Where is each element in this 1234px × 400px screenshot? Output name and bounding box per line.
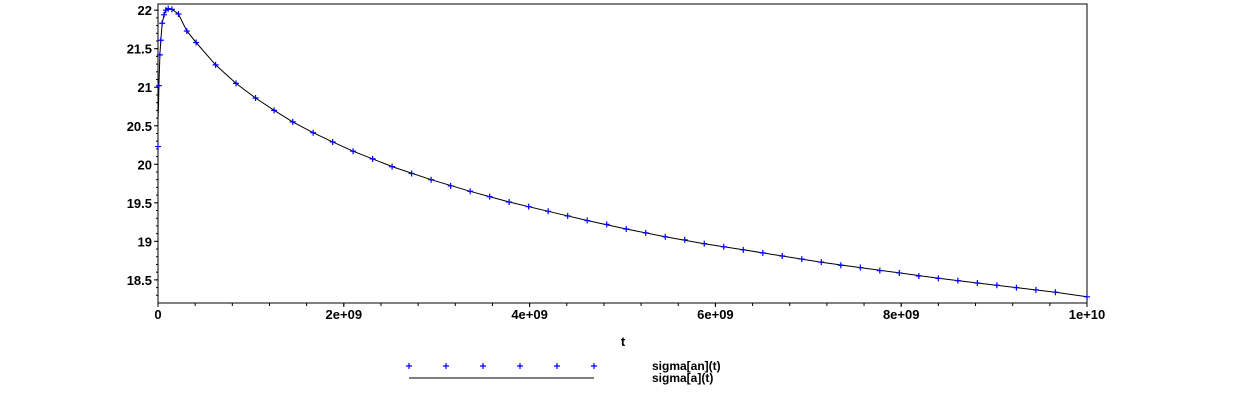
data-point-marker bbox=[168, 6, 175, 13]
data-point-marker bbox=[161, 11, 168, 18]
data-point-marker bbox=[447, 182, 454, 189]
y-tick-label: 19.5 bbox=[127, 196, 152, 211]
data-point-marker bbox=[954, 277, 961, 284]
data-point-marker bbox=[876, 267, 883, 274]
data-point-marker bbox=[157, 37, 164, 44]
data-point-marker bbox=[350, 148, 357, 155]
data-point-marker bbox=[212, 61, 219, 68]
data-point-marker bbox=[662, 233, 669, 240]
data-point-marker bbox=[486, 193, 493, 200]
x-tick-label: 6e+09 bbox=[697, 307, 734, 322]
data-point-marker bbox=[740, 246, 747, 253]
data-point-marker bbox=[428, 176, 435, 183]
data-point-marker bbox=[517, 363, 523, 369]
x-axis: 0 2e+09 4e+09 6e+09 8e+09 1e+10 bbox=[154, 303, 1105, 322]
data-point-marker bbox=[193, 39, 200, 46]
legend-label-sigma-a: sigma[a](t) bbox=[652, 371, 713, 385]
data-point-marker bbox=[720, 243, 727, 250]
data-point-marker bbox=[564, 212, 571, 219]
plot-area bbox=[157, 3, 1088, 304]
legend: sigma[an](t) sigma[a](t) bbox=[406, 359, 721, 385]
data-point-marker bbox=[603, 221, 610, 228]
x-tick-label: 1e+10 bbox=[1069, 307, 1106, 322]
data-point-marker bbox=[993, 282, 1000, 289]
data-point-marker bbox=[233, 80, 240, 87]
data-point-marker bbox=[525, 203, 532, 210]
data-point-marker bbox=[779, 252, 786, 259]
data-point-marker bbox=[798, 256, 805, 263]
data-point-marker bbox=[974, 279, 981, 286]
y-tick-label: 21.5 bbox=[127, 42, 152, 57]
data-point-marker bbox=[681, 236, 688, 243]
series-sigma-an-points bbox=[155, 5, 1090, 300]
y-tick-label: 22 bbox=[138, 3, 152, 18]
data-point-marker bbox=[1084, 293, 1090, 300]
data-point-marker bbox=[156, 51, 163, 58]
data-point-marker bbox=[480, 363, 486, 369]
data-point-marker bbox=[252, 95, 259, 102]
y-tick-label: 20 bbox=[138, 157, 152, 172]
y-tick-label: 19 bbox=[138, 234, 152, 249]
data-point-marker bbox=[701, 240, 708, 247]
data-point-marker bbox=[623, 226, 630, 233]
data-point-marker bbox=[183, 27, 190, 34]
data-point-marker bbox=[159, 20, 166, 27]
data-point-marker bbox=[591, 363, 597, 369]
data-point-marker bbox=[554, 363, 560, 369]
data-point-marker bbox=[545, 208, 552, 215]
data-point-marker bbox=[1052, 289, 1059, 296]
data-point-marker bbox=[759, 249, 766, 256]
data-point-marker bbox=[369, 155, 376, 162]
data-point-marker bbox=[1013, 284, 1020, 291]
data-point-marker bbox=[584, 217, 591, 224]
y-tick-label: 20.5 bbox=[127, 119, 152, 134]
x-axis-label: t bbox=[621, 334, 626, 349]
y-axis: 18.5 19 19.5 20 20.5 21 21.5 22 bbox=[127, 3, 158, 296]
data-point-marker bbox=[155, 82, 162, 89]
data-point-marker bbox=[165, 5, 172, 12]
data-point-marker bbox=[642, 229, 649, 236]
data-point-marker bbox=[915, 273, 922, 280]
data-point-marker bbox=[467, 188, 474, 195]
x-tick-label: 0 bbox=[154, 307, 161, 322]
data-point-marker bbox=[443, 363, 449, 369]
data-point-marker bbox=[389, 163, 396, 170]
legend-label-sigma-an: sigma[an](t) bbox=[652, 359, 721, 373]
data-point-marker bbox=[289, 118, 296, 125]
data-point-marker bbox=[310, 129, 317, 136]
data-point-marker bbox=[506, 199, 513, 206]
legend-item-sigma-an bbox=[406, 363, 597, 369]
data-point-marker bbox=[818, 259, 825, 266]
data-point-marker bbox=[406, 363, 412, 369]
data-point-marker bbox=[271, 107, 278, 114]
data-point-marker bbox=[1032, 286, 1039, 293]
x-tick-label: 8e+09 bbox=[883, 307, 920, 322]
data-point-marker bbox=[857, 264, 864, 271]
data-point-marker bbox=[155, 143, 161, 150]
data-point-marker bbox=[935, 275, 942, 282]
y-tick-label: 18.5 bbox=[127, 273, 152, 288]
data-point-marker bbox=[837, 262, 844, 269]
plot-frame bbox=[157, 3, 1088, 304]
x-tick-label: 2e+09 bbox=[326, 307, 363, 322]
data-point-marker bbox=[408, 170, 415, 177]
x-tick-label: 4e+09 bbox=[511, 307, 548, 322]
data-point-marker bbox=[896, 269, 903, 276]
data-point-marker bbox=[175, 11, 182, 18]
y-tick-label: 21 bbox=[138, 80, 152, 95]
data-point-marker bbox=[329, 138, 336, 145]
